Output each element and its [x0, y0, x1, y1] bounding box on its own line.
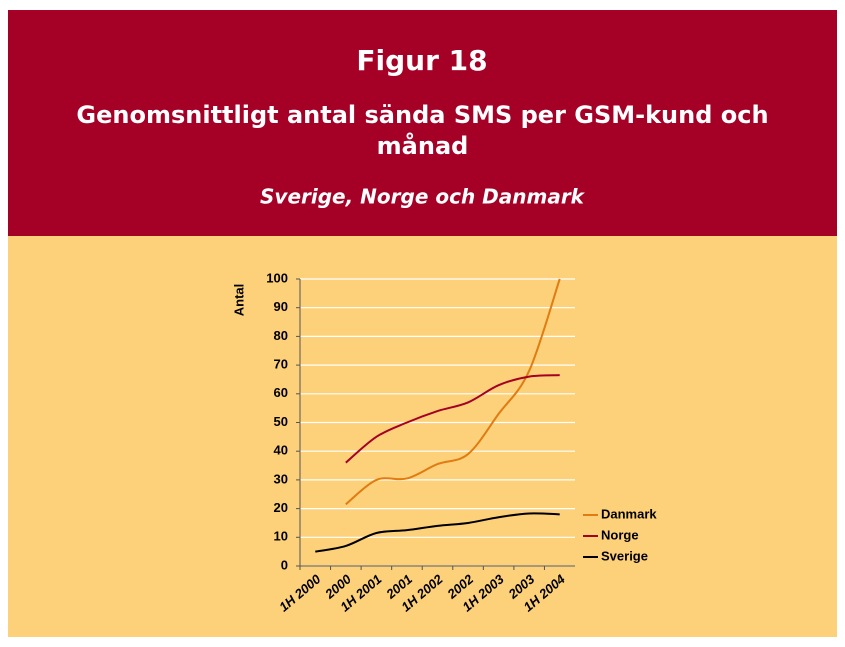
legend-label: Danmark: [601, 506, 657, 521]
y-tick-label: 80: [274, 328, 288, 343]
y-tick-label: 90: [274, 299, 288, 314]
y-tick-label: 50: [274, 414, 288, 429]
y-tick-label: 20: [274, 500, 288, 515]
y-tick-label: 10: [274, 529, 288, 544]
line-series: [345, 278, 561, 506]
line-series: [345, 374, 560, 464]
y-tick-label: 100: [266, 270, 288, 285]
chart-band: [8, 236, 837, 637]
subtitle-box: Genomsnittligt antal sända SMS per GSM-k…: [76, 101, 769, 160]
subtitle2: Sverige, Norge och Danmark: [260, 185, 586, 209]
header-band: [8, 10, 837, 236]
y-tick-label: 30: [274, 471, 288, 486]
legend-label: Sverige: [601, 548, 648, 563]
chart-title: Figur 18: [356, 44, 487, 77]
legend-label: Norge: [601, 527, 639, 542]
line-series: [315, 512, 560, 553]
y-tick-label: 0: [281, 557, 288, 572]
y-axis-label: Antal: [231, 284, 246, 317]
y-tick-label: 70: [274, 357, 288, 372]
subtitle: Genomsnittligt antal sända SMS per GSM-k…: [76, 101, 769, 160]
y-tick-label: 40: [274, 443, 288, 458]
y-tick-label: 60: [274, 385, 288, 400]
